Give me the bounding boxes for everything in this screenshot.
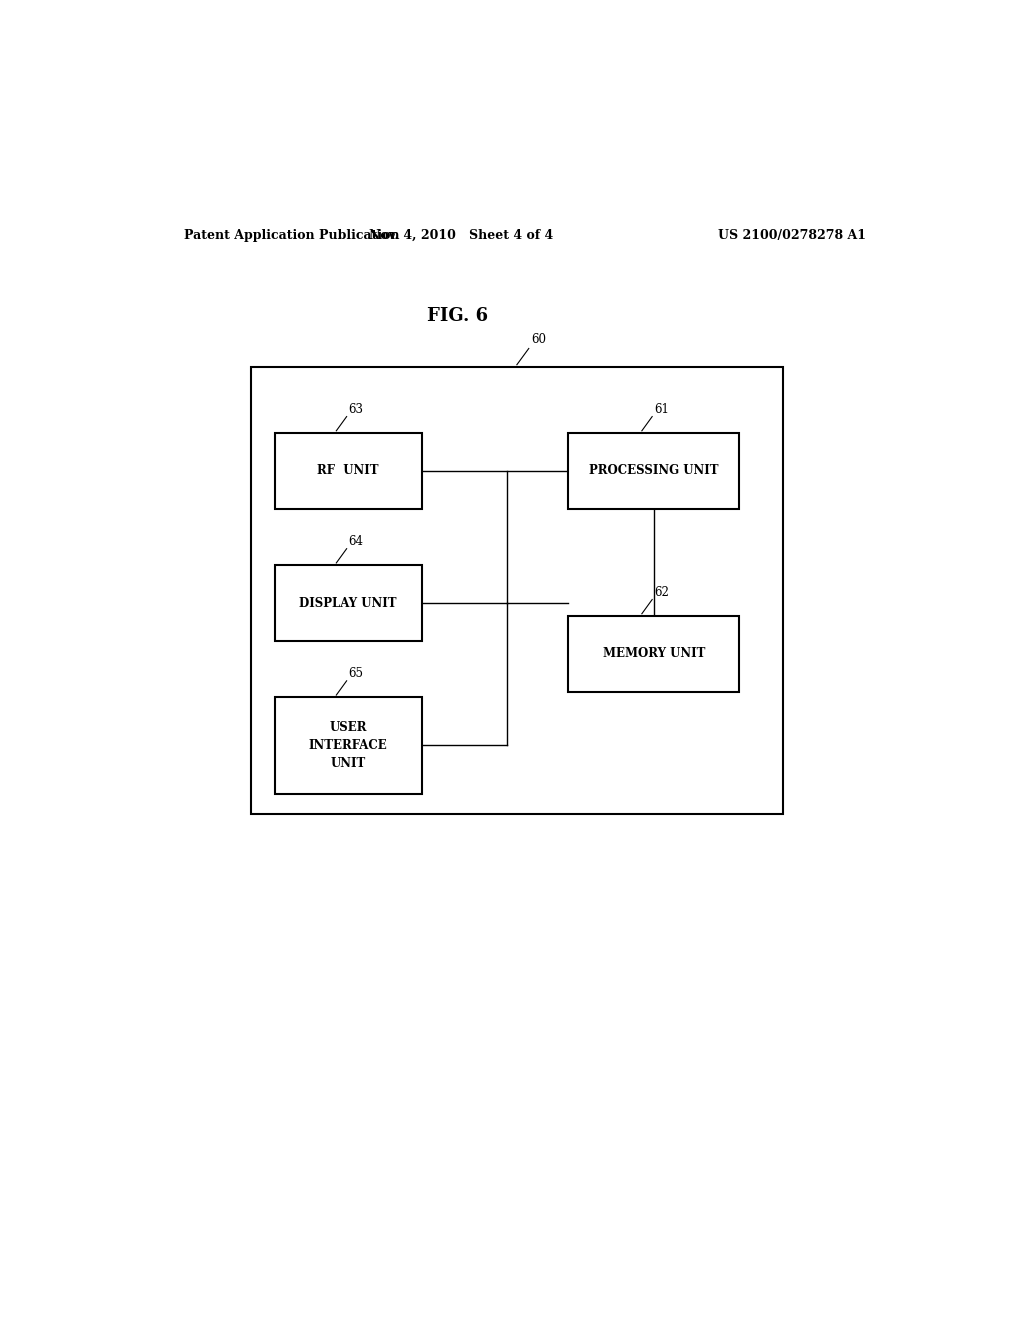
Text: PROCESSING UNIT: PROCESSING UNIT <box>589 465 719 478</box>
Text: Patent Application Publication: Patent Application Publication <box>183 230 399 242</box>
Bar <box>568 616 739 692</box>
Bar <box>568 433 739 510</box>
Text: DISPLAY UNIT: DISPLAY UNIT <box>299 597 397 610</box>
Text: 65: 65 <box>348 667 364 680</box>
Bar <box>251 367 782 814</box>
Text: Nov. 4, 2010   Sheet 4 of 4: Nov. 4, 2010 Sheet 4 of 4 <box>370 230 553 242</box>
Bar <box>274 433 422 510</box>
Text: 61: 61 <box>653 403 669 416</box>
Text: RF  UNIT: RF UNIT <box>317 465 379 478</box>
Text: MEMORY UNIT: MEMORY UNIT <box>602 647 705 660</box>
Text: USER
INTERFACE
UNIT: USER INTERFACE UNIT <box>309 721 388 770</box>
Text: FIG. 6: FIG. 6 <box>427 308 487 325</box>
Text: 62: 62 <box>653 586 669 598</box>
Text: 64: 64 <box>348 535 364 548</box>
Text: 60: 60 <box>531 334 546 346</box>
Text: 63: 63 <box>348 403 364 416</box>
Bar <box>274 565 422 642</box>
Bar <box>274 697 422 793</box>
Text: US 2100/0278278 A1: US 2100/0278278 A1 <box>718 230 866 242</box>
